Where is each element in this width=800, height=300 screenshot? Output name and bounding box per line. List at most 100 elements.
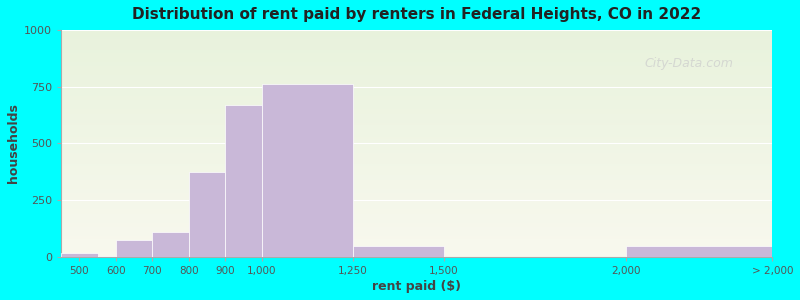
X-axis label: rent paid ($): rent paid ($)	[372, 280, 462, 293]
Bar	[61, 159, 772, 162]
Bar	[61, 194, 772, 196]
Bar	[61, 116, 772, 119]
Bar	[61, 71, 772, 73]
Bar	[61, 44, 772, 46]
Bar	[61, 198, 772, 200]
Bar	[61, 80, 772, 82]
Bar	[353, 245, 444, 257]
Bar	[61, 218, 772, 220]
Bar	[61, 48, 772, 50]
Bar	[61, 46, 772, 48]
Bar	[61, 87, 772, 89]
Bar	[61, 191, 772, 194]
Bar	[61, 100, 772, 103]
Bar	[61, 225, 772, 227]
Bar	[61, 73, 772, 75]
Y-axis label: households: households	[7, 103, 20, 183]
Bar	[61, 175, 772, 178]
Bar	[61, 162, 772, 164]
Bar	[61, 53, 772, 55]
Bar	[61, 214, 772, 216]
Bar	[61, 254, 98, 257]
Bar	[226, 105, 262, 257]
Bar	[61, 220, 772, 223]
Bar	[61, 59, 772, 62]
Bar	[61, 121, 772, 123]
Bar	[61, 118, 772, 121]
Bar	[61, 155, 772, 157]
Bar	[61, 82, 772, 85]
Bar	[61, 180, 772, 182]
Bar	[61, 223, 772, 225]
Bar	[61, 41, 772, 44]
Bar	[61, 166, 772, 168]
Bar	[61, 141, 772, 143]
Bar	[61, 178, 772, 180]
Bar	[61, 112, 772, 114]
Bar	[61, 216, 772, 218]
Bar	[61, 232, 772, 234]
Bar	[61, 200, 772, 203]
Bar	[61, 110, 772, 112]
Bar	[61, 94, 772, 96]
Bar	[61, 96, 772, 98]
Bar	[61, 196, 772, 198]
Bar	[61, 234, 772, 236]
Bar	[61, 128, 772, 130]
Bar	[61, 114, 772, 116]
Bar	[61, 187, 772, 189]
Bar	[61, 207, 772, 209]
Bar	[116, 240, 152, 257]
Bar	[61, 250, 772, 252]
Bar	[61, 139, 772, 141]
Bar	[61, 150, 772, 152]
Bar	[61, 171, 772, 173]
Bar	[262, 85, 353, 257]
Bar	[152, 232, 189, 257]
Bar	[61, 189, 772, 191]
Bar	[61, 85, 772, 87]
Bar	[61, 123, 772, 125]
Bar	[61, 182, 772, 184]
Bar	[61, 164, 772, 166]
Bar	[61, 78, 772, 80]
Bar	[61, 98, 772, 101]
Bar	[61, 248, 772, 250]
Bar	[61, 32, 772, 34]
Bar	[61, 39, 772, 41]
Bar	[61, 148, 772, 150]
Bar	[61, 66, 772, 69]
Bar	[61, 75, 772, 78]
Bar	[61, 243, 772, 245]
Bar	[61, 134, 772, 137]
Bar	[61, 34, 772, 37]
Title: Distribution of rent paid by renters in Federal Heights, CO in 2022: Distribution of rent paid by renters in …	[132, 7, 702, 22]
Bar	[61, 55, 772, 57]
Bar	[61, 168, 772, 171]
Bar	[61, 57, 772, 59]
Bar	[61, 239, 772, 241]
Bar	[61, 255, 772, 257]
Bar	[61, 146, 772, 148]
Bar	[61, 125, 772, 128]
Bar	[61, 227, 772, 230]
Bar	[61, 202, 772, 205]
Bar	[61, 62, 772, 64]
Text: City-Data.com: City-Data.com	[644, 57, 733, 70]
Bar	[61, 241, 772, 243]
Bar	[61, 230, 772, 232]
Bar	[61, 89, 772, 91]
Bar	[61, 132, 772, 134]
Bar	[61, 91, 772, 94]
Bar	[61, 37, 772, 39]
Bar	[61, 252, 772, 255]
Bar	[61, 105, 772, 107]
Bar	[61, 245, 772, 248]
Bar	[61, 209, 772, 212]
Bar	[61, 184, 772, 187]
Bar	[98, 256, 116, 257]
Bar	[61, 152, 772, 155]
Bar	[61, 137, 772, 139]
Bar	[61, 173, 772, 175]
Bar	[61, 64, 772, 66]
